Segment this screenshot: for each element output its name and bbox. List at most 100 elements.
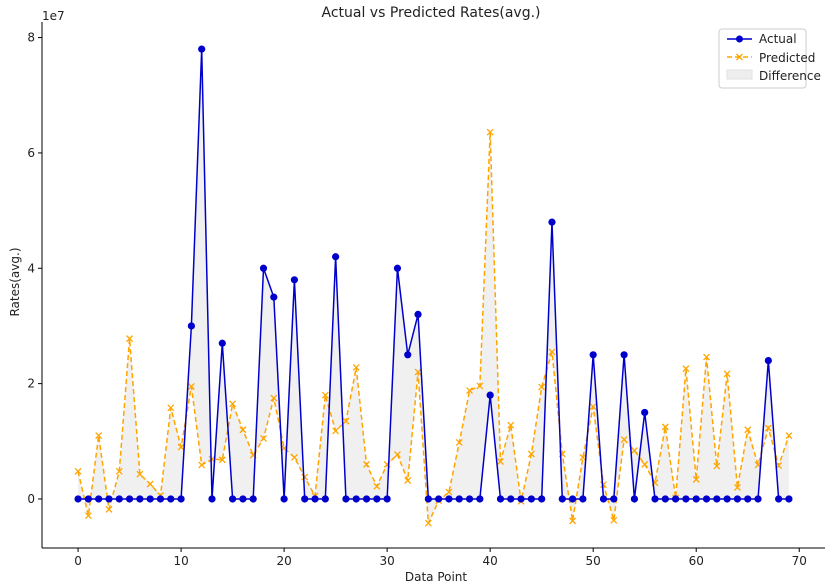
- predicted-point: [136, 470, 144, 478]
- predicted-point: [579, 453, 587, 461]
- actual-point: [548, 218, 556, 226]
- predicted-point: [229, 400, 237, 408]
- predicted-point: [74, 467, 82, 475]
- predicted-point: [290, 453, 298, 461]
- y-ticks: 0 2 4 6 8: [27, 31, 42, 506]
- x-axis-label: Data Point: [405, 570, 468, 584]
- actual-point: [218, 339, 226, 347]
- predicted-point: [239, 426, 247, 434]
- actual-point: [764, 356, 772, 365]
- actual-point: [198, 45, 206, 53]
- actual-point: [630, 495, 639, 503]
- predicted-point: [692, 475, 700, 483]
- predicted-point: [363, 460, 370, 468]
- actual-point: [321, 495, 329, 503]
- predicted-point: [198, 461, 206, 469]
- actual-series-layer: [74, 45, 793, 503]
- actual-point: [661, 495, 669, 503]
- actual-point: [95, 495, 103, 503]
- actual-point: [362, 495, 371, 503]
- predicted-point: [105, 505, 113, 513]
- predicted-point: [682, 365, 690, 373]
- y-tick-label: 2: [27, 377, 35, 391]
- predicted-point: [167, 404, 175, 412]
- predicted-point: [187, 383, 195, 390]
- legend-difference-swatch: [726, 69, 753, 80]
- predicted-point: [445, 488, 453, 496]
- predicted-point: [373, 482, 381, 490]
- actual-point: [414, 310, 422, 319]
- predicted-point: [641, 460, 649, 468]
- actual-point: [496, 495, 505, 503]
- actual-point: [476, 495, 484, 503]
- actual-point: [713, 495, 721, 503]
- predicted-point: [115, 467, 123, 475]
- difference-fill-layer: [78, 49, 789, 524]
- predicted-point: [589, 403, 597, 411]
- actual-point: [301, 495, 309, 503]
- actual-point: [187, 322, 195, 330]
- legend-actual-label: Actual: [759, 32, 797, 46]
- actual-point: [290, 276, 299, 284]
- actual-point: [692, 495, 700, 503]
- actual-point: [733, 495, 742, 503]
- predicted-point: [486, 128, 494, 136]
- actual-point: [589, 351, 597, 359]
- actual-point: [538, 495, 546, 503]
- predicted-line: [77, 132, 790, 524]
- actual-point: [270, 293, 278, 301]
- predicted-point: [703, 353, 710, 361]
- actual-point: [373, 495, 381, 503]
- predicted-point: [321, 391, 329, 399]
- actual-point: [455, 495, 463, 503]
- predicted-point: [538, 383, 546, 391]
- predicted-point: [84, 512, 92, 520]
- actual-point: [84, 495, 92, 503]
- predicted-point: [600, 481, 607, 489]
- actual-point: [682, 495, 690, 503]
- predicted-point: [764, 424, 772, 432]
- actual-point: [259, 264, 268, 272]
- predicted-point: [744, 426, 752, 434]
- predicted-point: [404, 477, 412, 484]
- actual-point: [136, 495, 144, 503]
- actual-point: [280, 495, 288, 503]
- legend-predicted-marker: [736, 53, 743, 61]
- y-scale-offset-label: 1e7: [42, 9, 65, 23]
- predicted-point: [661, 423, 669, 431]
- actual-point: [568, 495, 577, 503]
- x-tick-label: 60: [689, 554, 704, 568]
- predicted-point: [146, 480, 154, 488]
- predicted-point: [270, 394, 278, 402]
- legend-actual-marker: [736, 35, 743, 43]
- actual-point: [342, 495, 350, 503]
- y-tick-label: 0: [27, 492, 35, 506]
- actual-point: [146, 495, 154, 503]
- predicted-point: [723, 370, 731, 378]
- actual-point: [115, 495, 123, 503]
- y-tick-label: 6: [27, 146, 35, 160]
- actual-point: [610, 495, 618, 503]
- predicted-series-layer: [74, 128, 793, 527]
- predicted-point: [466, 387, 474, 395]
- predicted-point: [177, 443, 185, 451]
- predicted-point: [507, 421, 515, 429]
- actual-point: [311, 495, 319, 503]
- actual-point: [105, 495, 113, 503]
- predicted-point: [424, 519, 432, 527]
- predicted-point: [126, 335, 134, 343]
- predicted-point: [218, 456, 226, 464]
- actual-point: [672, 495, 680, 503]
- legend-predicted-label: Predicted: [759, 51, 815, 65]
- actual-point: [156, 495, 165, 503]
- difference-area: [78, 49, 789, 524]
- x-ticks: 0 10 20 30 40 50 60 70: [74, 548, 807, 568]
- predicted-point: [610, 516, 618, 524]
- actual-point: [465, 495, 474, 503]
- predicted-point: [332, 427, 340, 435]
- actual-point: [785, 495, 793, 503]
- actual-point: [641, 408, 649, 417]
- actual-point: [579, 495, 587, 503]
- predicted-point: [393, 451, 401, 459]
